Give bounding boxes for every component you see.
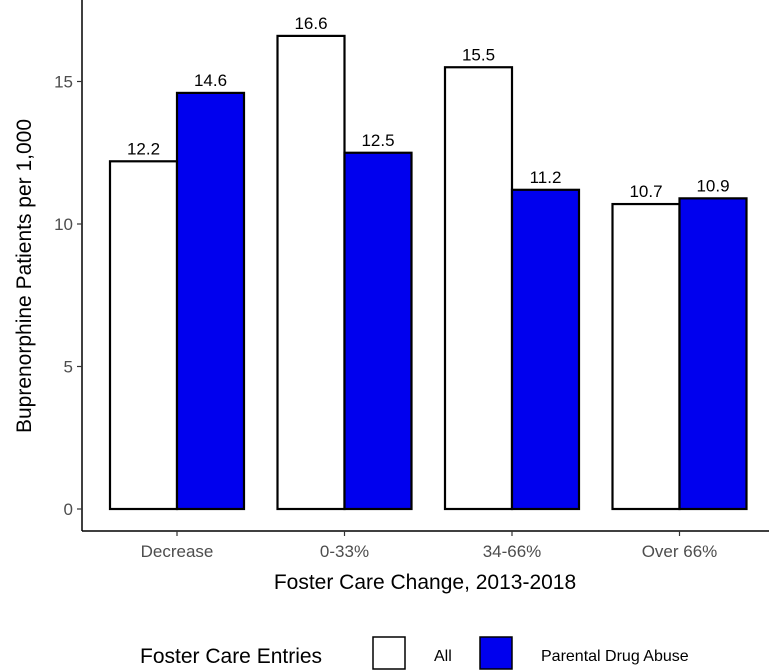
legend-swatch-parental-drug-abuse [479,636,513,670]
legend: Foster Care Entries All Parental Drug Ab… [140,636,689,670]
x-ticks: Decrease 0-33% 34-66% Over 66% [141,531,718,561]
bar [611,202,681,511]
bar-value-label: 12.2 [127,139,160,158]
bar-value-label: 14.6 [194,71,227,90]
bar-value-label: 16.6 [294,14,327,33]
bars: 12.2 14.6 16.6 12.5 15.5 11.2 10.7 10.9 [108,14,748,511]
x-tick-label: 34-66% [483,542,542,561]
bar [276,34,346,511]
bar [175,91,246,511]
x-axis-title: Foster Care Change, 2013-2018 [274,571,576,594]
bar-value-label: 11.2 [530,168,562,187]
y-tick-label: 0 [64,500,73,519]
x-tick-label: 0-33% [320,542,369,561]
legend-label-all: All [434,648,452,665]
bar [343,151,413,511]
legend-swatch-all [372,636,406,670]
bar [678,197,748,511]
y-ticks: 0 5 10 15 [54,73,82,519]
bar-value-label: 15.5 [462,45,495,64]
x-tick-label: Over 66% [642,542,718,561]
x-tick-label: Decrease [141,542,214,561]
legend-title: Foster Care Entries [140,645,322,668]
axes [81,0,769,532]
bar-value-label: 10.9 [696,176,729,195]
bar [108,160,179,511]
y-tick-label: 10 [54,215,73,234]
legend-label-parental-drug-abuse: Parental Drug Abuse [541,648,689,665]
y-tick-label: 15 [54,73,73,92]
bar-value-label: 12.5 [361,131,394,150]
y-axis-title: Buprenorphine Patients per 1,000 [13,119,36,433]
y-tick-label: 5 [64,358,73,377]
bar [510,188,581,511]
bar-value-label: 10.7 [629,182,662,201]
bar [443,66,514,511]
